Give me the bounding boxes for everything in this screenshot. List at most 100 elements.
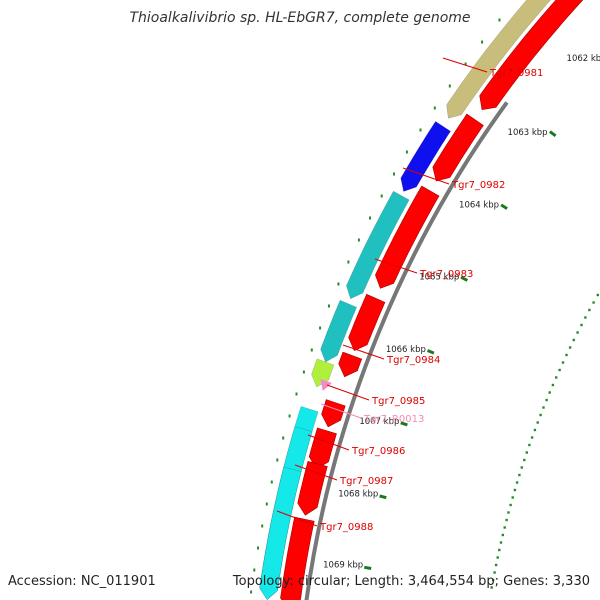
gc-dot [580,323,583,327]
gc-dot [347,260,350,264]
gene-feature-Tgr7_0984 [320,299,357,363]
scale-tick [500,203,508,210]
gene-label-Tgr7_0981: Tgr7_0981 [489,68,543,79]
gc-dot [509,503,512,507]
gc-dot [261,524,264,528]
forward-gene-3 [375,185,440,289]
gene-label-Tgr7_0982: Tgr7_0982 [451,180,505,191]
gene-feature-Tgr7_0981 [446,0,551,119]
gene-label-Tgr7_0986: Tgr7_0986 [351,446,405,457]
scale-label: 1068 kbp [338,490,378,500]
gc-dot [515,481,519,484]
gc-dot [542,406,545,409]
gc-dot [405,150,408,154]
forward-gene-8 [297,461,328,516]
scale-tick [426,349,435,355]
gene-label-Tgr7_R0013: Tgr7_R0013 [363,414,424,425]
gc-dot [498,548,501,552]
gc-dot [493,571,496,574]
genome-summary-text: Topology: circular; Length: 3,464,554 bp… [232,574,590,589]
scale-label: 1066 kbp [386,345,426,355]
gc-dot [393,172,395,176]
callout-line [442,57,488,73]
scale-tick [460,275,468,282]
gc-dot-track [250,18,599,594]
gc-dot [302,370,305,374]
gc-dot [507,511,510,514]
scale-ticks: 1062 kbp 1063 kbp 1064 kbp 1065 kbp 1066 kbp… [323,54,600,571]
scale-label: 1069 kbp [323,561,363,571]
gc-dot [491,578,495,582]
gc-dot [496,556,499,559]
forward-gene-4 [348,293,386,351]
gc-dot [481,40,484,44]
backbone-arc [304,101,509,600]
gc-dot [503,526,506,529]
scale-tick [364,565,372,570]
gc-dot [533,428,537,432]
gc-dot [282,436,285,440]
gc-dot [433,106,436,110]
gc-dot [588,308,591,312]
forward-strand-track [280,0,584,600]
gc-dot [270,480,273,484]
gc-dot [505,518,508,522]
gc-dot [494,563,498,567]
gc-dot [584,316,587,319]
callout-line [402,167,450,185]
gc-dot [498,18,501,22]
accession-text: Accession: NC_011901 [8,574,156,589]
gc-dot [295,392,298,396]
gc-dot [565,353,568,357]
gc-dot [265,502,268,506]
scale-tick [379,494,387,500]
gc-dot [558,368,561,372]
gene-label-Tgr7_0987: Tgr7_0987 [339,476,393,487]
genome-backbone [304,101,509,600]
gc-dot [551,383,555,387]
gc-dot [555,376,558,379]
gc-dot [525,451,528,454]
scale-label: 1062 kbp [567,54,600,64]
gc-dot [310,348,313,352]
gc-dot [528,443,531,447]
gc-dot [380,194,383,198]
gc-dot [568,346,572,349]
gc-dot [539,413,542,417]
gc-dot [523,458,526,462]
forward-gene-1 [479,0,584,111]
gene-label-Tgr7_0988: Tgr7_0988 [319,522,373,533]
forward-gene-5 [338,351,363,378]
gc-dot [419,128,422,132]
scale-tick [549,130,557,138]
gc-dot [357,238,360,242]
gc-dot [596,293,599,297]
gc-dot [592,301,595,304]
gene-labels: Tgr7_0981 Tgr7_0982 Tgr7_0983 Tgr7_0984 Tgr7… [276,57,543,533]
scale-tick [400,421,408,427]
gene-feature-Tgr7_R0013 [320,379,332,391]
gene-feature-Tgr7_0983 [346,190,410,300]
scale-label: 1065 kbp [419,272,459,282]
gc-dot [257,546,259,550]
gc-dot [499,541,503,544]
gc-dot [328,304,330,308]
forward-gene-2 [432,113,484,182]
gc-dot [548,391,551,394]
gc-dot [369,216,371,220]
callout-line [326,384,370,401]
gc-dot [520,466,523,469]
scale-label: 1067 kbp [359,417,399,427]
map-title: Thioalkalivibrio sp. HL-EbGR7, complete … [129,10,471,26]
gc-dot [253,568,256,572]
gc-dot [576,331,579,334]
gene-label-Tgr7_0985: Tgr7_0985 [371,396,425,407]
gc-dot [518,473,521,477]
gc-dot [337,282,340,286]
scale-label: 1063 kbp [508,128,548,138]
callout-line [276,510,318,527]
gc-dot [501,533,504,537]
gc-dot [464,62,467,66]
callout-line [320,403,362,419]
